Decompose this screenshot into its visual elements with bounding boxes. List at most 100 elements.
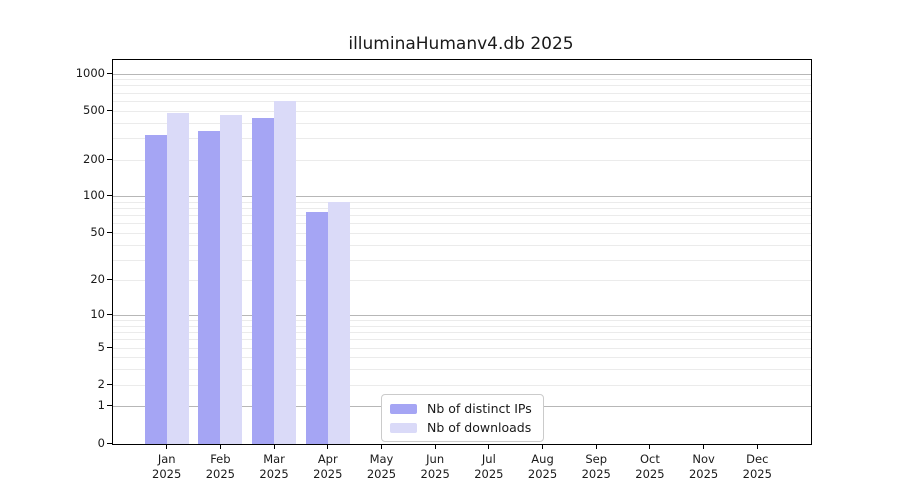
x-tick-mark	[219, 444, 221, 449]
x-tick-mark	[649, 444, 651, 449]
y-tick-mark	[107, 383, 112, 385]
legend-swatch-downloads	[390, 422, 417, 433]
x-tick-month: Sep	[585, 452, 608, 466]
x-tick-month: Aug	[531, 452, 554, 466]
gridline-minor	[113, 347, 811, 349]
x-tick-label-feb: Feb 2025	[185, 452, 255, 482]
gridline-minor	[113, 232, 811, 234]
gridline-minor	[113, 280, 811, 282]
x-tick-year: 2025	[313, 467, 343, 482]
gridline-major	[113, 73, 811, 75]
gridline-minor	[113, 223, 811, 225]
y-tick-label: 500	[83, 102, 105, 117]
x-tick-mark	[542, 444, 544, 449]
x-tick-label-jun: Jun 2025	[400, 452, 470, 482]
x-tick-year: 2025	[152, 467, 182, 482]
x-tick-mark	[273, 444, 275, 449]
legend-swatch-distinct-ips	[390, 403, 417, 414]
gridline-minor	[113, 110, 811, 112]
x-tick-year: 2025	[742, 467, 772, 482]
y-tick-mark	[107, 442, 112, 444]
bar-downloads-jan	[166, 112, 189, 444]
y-tick-mark	[107, 405, 112, 407]
x-tick-month: Apr	[317, 452, 338, 466]
x-tick-month: Jan	[157, 452, 176, 466]
gridline-minor	[113, 100, 811, 102]
x-tick-year: 2025	[527, 467, 558, 482]
gridline-minor	[113, 325, 811, 327]
chart-title: illuminaHumanv4.db 2025	[348, 34, 574, 54]
bar-downloads-feb	[220, 114, 243, 444]
x-tick-label-may: May 2025	[346, 452, 416, 482]
bar-distinct-ips-mar	[252, 117, 275, 444]
x-tick-month: Jun	[426, 452, 445, 466]
gridline-minor	[113, 320, 811, 322]
gridline-major	[113, 315, 811, 317]
gridline-minor	[113, 369, 811, 371]
bar-distinct-ips-jan	[144, 134, 167, 444]
x-tick-month: Jul	[481, 452, 496, 466]
x-tick-month: Oct	[639, 452, 660, 466]
bar-downloads-apr	[327, 202, 350, 444]
x-tick-mark	[595, 444, 597, 449]
y-tick-mark	[107, 158, 112, 160]
gridline-minor	[113, 215, 811, 217]
gridline-minor	[113, 244, 811, 246]
x-tick-label-dec: Dec 2025	[722, 452, 792, 482]
bar-downloads-mar	[274, 101, 297, 444]
x-tick-mark	[488, 444, 490, 449]
x-tick-label-jul: Jul 2025	[454, 452, 524, 482]
y-tick-label: 10	[90, 307, 105, 322]
y-tick-label: 20	[90, 272, 105, 287]
x-tick-label-sep: Sep 2025	[561, 452, 631, 482]
y-tick-label: 100	[83, 188, 105, 203]
x-tick-mark	[380, 444, 382, 449]
x-tick-label-apr: Apr 2025	[293, 452, 363, 482]
gridlines-layer	[113, 60, 811, 444]
y-tick-label: 1	[97, 398, 105, 413]
y-tick-mark	[107, 279, 112, 281]
gridline-minor	[113, 201, 811, 203]
y-tick-label: 2	[97, 376, 105, 391]
x-tick-year: 2025	[688, 467, 719, 482]
x-tick-mark	[756, 444, 758, 449]
x-tick-month: May	[369, 452, 394, 466]
gridline-minor	[113, 137, 811, 139]
x-tick-label-mar: Mar 2025	[239, 452, 309, 482]
x-tick-month: Dec	[746, 452, 769, 466]
x-tick-year: 2025	[581, 467, 611, 482]
gridline-minor	[113, 384, 811, 386]
x-tick-mark	[166, 444, 168, 449]
y-tick-mark	[107, 195, 112, 197]
plot-area: Nb of distinct IPs Nb of downloads	[112, 59, 812, 445]
x-tick-label-jan: Jan 2025	[132, 452, 202, 482]
gridline-minor	[113, 259, 811, 261]
y-tick-label: 1000	[75, 65, 105, 80]
gridline-major	[113, 196, 811, 198]
gridline-minor	[113, 159, 811, 161]
legend: Nb of distinct IPs Nb of downloads	[381, 394, 544, 442]
bar-distinct-ips-feb	[198, 130, 221, 444]
x-tick-label-nov: Nov 2025	[669, 452, 739, 482]
y-tick-mark	[107, 109, 112, 111]
legend-label-downloads: Nb of downloads	[427, 420, 532, 435]
x-tick-month: Nov	[692, 452, 715, 466]
x-tick-mark	[327, 444, 329, 449]
x-tick-year: 2025	[635, 467, 665, 482]
y-tick-label: 0	[97, 435, 105, 450]
x-tick-mark	[703, 444, 705, 449]
legend-label-distinct-ips: Nb of distinct IPs	[427, 401, 532, 416]
legend-item-distinct-ips: Nb of distinct IPs	[390, 401, 532, 416]
gridline-minor	[113, 208, 811, 210]
y-tick-mark	[107, 346, 112, 348]
gridline-minor	[113, 92, 811, 94]
y-tick-mark	[107, 231, 112, 233]
x-tick-label-oct: Oct 2025	[615, 452, 685, 482]
y-tick-label: 50	[90, 224, 105, 239]
x-tick-label-aug: Aug 2025	[508, 452, 578, 482]
x-tick-year: 2025	[420, 467, 450, 482]
gridline-minor	[113, 79, 811, 81]
x-tick-month: Mar	[263, 452, 285, 466]
x-tick-month: Feb	[210, 452, 231, 466]
